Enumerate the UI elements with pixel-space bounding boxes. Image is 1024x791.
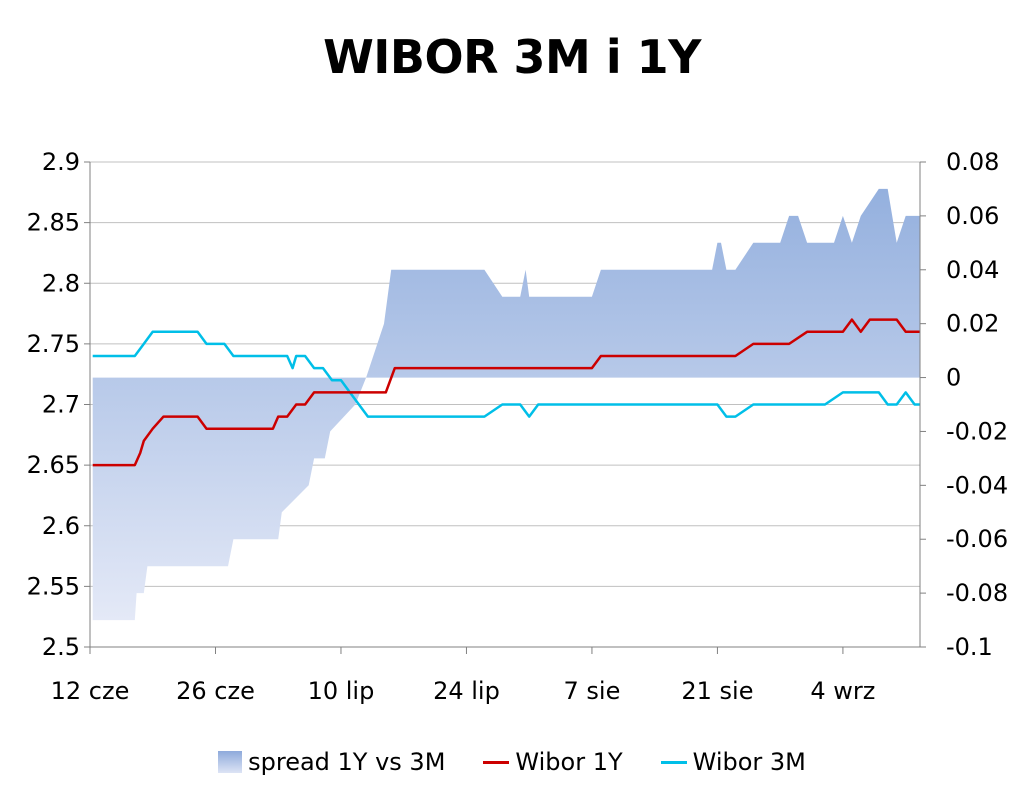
legend-swatch-wibor-3m	[660, 760, 687, 764]
x-tick-label: 12 cze	[51, 677, 130, 705]
y-right-tick-label: 0	[946, 364, 961, 392]
x-tick-label: 7 sie	[564, 677, 621, 705]
legend-item-spread: spread 1Y vs 3M	[218, 748, 445, 776]
y-left-tick-label: 2.65	[27, 451, 80, 479]
spread-area-layer	[92, 188, 920, 621]
legend-label-wibor-1y: Wibor 1Y	[515, 748, 623, 776]
tick-labels: 2.5 2.55 2.6 2.65 2.7 2.75 2.8 2.85 2.9 -0.1 -0.08…	[27, 148, 1009, 705]
legend-item-wibor-3m: Wibor 3M	[660, 748, 806, 776]
legend-label-spread: spread 1Y vs 3M	[248, 748, 446, 776]
y-right-tick-label: 0.06	[946, 202, 999, 230]
wibor-3m-line	[92, 330, 920, 418]
series-lines	[92, 318, 920, 467]
y-right-tick-label: -0.08	[946, 579, 1008, 607]
y-left-tick-label: 2.75	[27, 330, 80, 358]
legend: spread 1Y vs 3M Wibor 1Y Wibor 3M	[0, 748, 1024, 776]
legend-swatch-wibor-1y	[483, 760, 510, 764]
wibor-1y-line	[92, 318, 920, 467]
y-right-tick-label: -0.06	[946, 525, 1008, 553]
y-left-tick-label: 2.5	[42, 633, 80, 661]
legend-label-wibor-3m: Wibor 3M	[692, 748, 806, 776]
legend-swatch-spread	[218, 751, 243, 773]
y-left-tick-label: 2.9	[42, 148, 80, 176]
y-right-tick-label: -0.1	[946, 633, 993, 661]
spread-area	[92, 188, 920, 621]
x-tick-label: 21 sie	[681, 677, 753, 705]
y-left-tick-label: 2.85	[27, 209, 80, 237]
x-tick-label: 24 lip	[433, 677, 500, 705]
legend-item-wibor-1y: Wibor 1Y	[483, 748, 623, 776]
y-right-tick-label: 0.02	[946, 310, 999, 338]
y-right-tick-label: -0.04	[946, 471, 1008, 499]
y-right-tick-label: 0.08	[946, 148, 999, 176]
axes	[84, 161, 926, 654]
y-right-tick-label: 0.04	[946, 256, 999, 284]
y-left-tick-label: 2.55	[27, 572, 80, 600]
y-left-tick-label: 2.8	[42, 269, 80, 297]
x-tick-label: 26 cze	[176, 677, 255, 705]
x-tick-label: 4 wrz	[810, 677, 875, 705]
y-left-tick-label: 2.7	[42, 391, 80, 419]
y-right-tick-label: -0.02	[946, 417, 1008, 445]
y-left-tick-label: 2.6	[42, 512, 80, 540]
chart-title: WIBOR 3M i 1Y	[323, 30, 701, 84]
x-tick-label: 10 lip	[308, 677, 375, 705]
